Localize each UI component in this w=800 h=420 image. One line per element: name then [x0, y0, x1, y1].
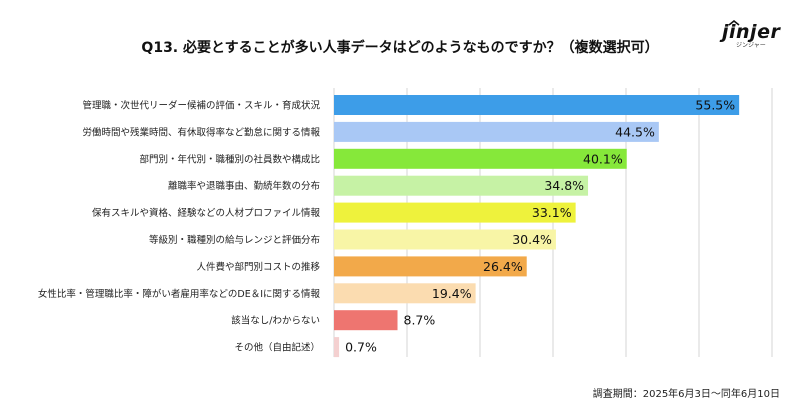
value-label: 34.8%	[544, 178, 584, 193]
chart-title: Q13. 必要とすることが多い人事データはどのようなものですか？（複数選択可）	[141, 40, 659, 56]
value-label: 33.1%	[532, 205, 572, 220]
value-label: 26.4%	[483, 259, 523, 274]
logo-subtext: ジンジャー	[736, 42, 766, 49]
bar	[334, 95, 740, 115]
brand-logo: jinjer ジンジャー	[722, 20, 782, 56]
value-label: 55.5%	[695, 98, 735, 113]
value-label: 40.1%	[583, 151, 623, 166]
value-label: 30.4%	[512, 232, 552, 247]
value-label: 19.4%	[432, 286, 472, 301]
category-label: 女性比率・管理職比率・障がい者雇用率などのDE＆Iに関する情報	[38, 288, 321, 300]
bar	[334, 229, 556, 250]
bar	[334, 256, 527, 277]
bar	[334, 121, 659, 142]
logo-wordmark: jinjer	[722, 21, 781, 43]
bar	[334, 310, 398, 331]
category-label: 保有スキルや資格、経験などの人材プロファイル情報	[92, 207, 321, 219]
category-label: その他（自由記述）	[234, 342, 320, 354]
category-label: 離職率や退職事由、勤続年数の分布	[168, 180, 320, 192]
category-label: 管理職・次世代リーダー候補の評価・スキル・育成状況	[82, 100, 320, 112]
bar	[334, 202, 576, 223]
category-label: 該当なし/わからない	[231, 315, 320, 327]
bar	[334, 283, 476, 304]
bar	[334, 175, 589, 196]
survey-period-note: 調査期間：2025年6月3日〜同年6月10日	[592, 389, 780, 400]
bar	[334, 337, 340, 358]
bar	[334, 148, 627, 169]
value-label: 8.7%	[404, 313, 436, 328]
category-labels: 管理職・次世代リーダー候補の評価・スキル・育成状況労働時間や残業時間、有休取得率…	[38, 100, 321, 354]
value-label: 44.5%	[615, 124, 655, 139]
value-label: 0.7%	[345, 340, 377, 355]
category-label: 部門別・年代別・職種別の社員数や構成比	[139, 153, 320, 165]
category-label: 等級別・職種別の給与レンジと評価分布	[149, 234, 320, 246]
category-label: 人件費や部門別コストの推移	[196, 261, 320, 273]
value-labels: 55.5% 44.5% 40.1% 34.8% 33.1% 30.4% 26.4% 19.4%…	[345, 98, 735, 355]
logo-mark-icon	[728, 20, 740, 26]
bars	[334, 95, 740, 358]
category-label: 労働時間や残業時間、有休取得率など勤怠に関する情報	[82, 126, 320, 138]
